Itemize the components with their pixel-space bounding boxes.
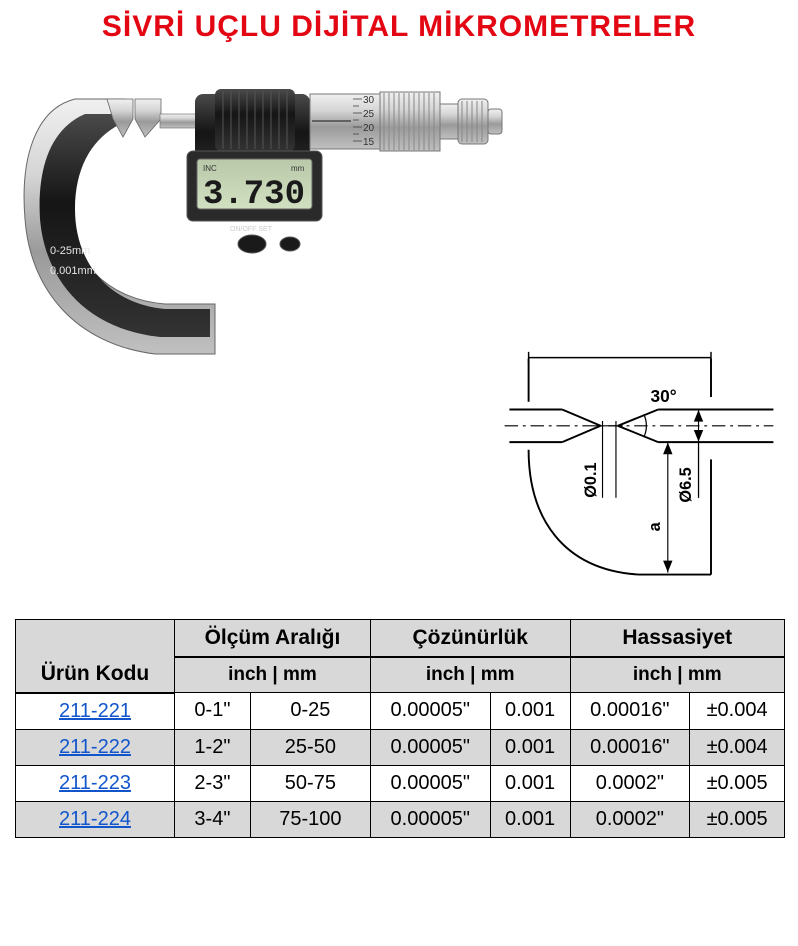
table-cell: 0.001 bbox=[490, 729, 570, 765]
micrometer-image: 30 25 20 15 bbox=[15, 59, 515, 369]
table-cell: ±0.005 bbox=[690, 801, 785, 837]
product-code-link[interactable]: 211-221 bbox=[59, 700, 131, 722]
table-row: 211-222 1-2"25-500.00005"0.0010.00016"±0.… bbox=[16, 729, 785, 765]
table-cell: 0.00005" bbox=[370, 693, 490, 730]
table-cell: ±0.005 bbox=[690, 765, 785, 801]
table-cell: 25-50 bbox=[250, 729, 370, 765]
table-cell: 2-3" bbox=[175, 765, 251, 801]
table-row: 211-223 2-3"50-750.00005"0.0010.0002"±0.0… bbox=[16, 765, 785, 801]
spec-table: Ürün Kodu Ölçüm Aralığı Çözünürlük Hassa… bbox=[15, 619, 785, 838]
dia-shaft-label: Ø6.5 bbox=[677, 467, 695, 502]
col-resolution: Çözünürlük bbox=[370, 620, 570, 658]
svg-text:®: ® bbox=[201, 258, 207, 266]
dial-number: 15 bbox=[363, 137, 375, 148]
dial-number: 30 bbox=[363, 95, 375, 106]
table-cell: 0.00005" bbox=[370, 765, 490, 801]
sub-accuracy: inch | mm bbox=[570, 657, 784, 693]
product-code-link[interactable]: 211-224 bbox=[59, 808, 131, 830]
table-row: 211-224 3-4"75-1000.00005"0.0010.0002"±0.… bbox=[16, 801, 785, 837]
table-cell: 0.001 bbox=[490, 801, 570, 837]
table-cell: 0.001 bbox=[490, 693, 570, 730]
image-row: 30 25 20 15 bbox=[15, 59, 783, 599]
angle-label: 30° bbox=[651, 386, 677, 406]
table-cell: 3-4" bbox=[175, 801, 251, 837]
product-code-link[interactable]: 211-223 bbox=[59, 772, 131, 794]
lcd-inc-label: INC bbox=[203, 164, 217, 173]
table-cell: 0.00016" bbox=[570, 729, 690, 765]
dim-a-label: a bbox=[646, 521, 664, 531]
table-cell: 0.00016" bbox=[570, 693, 690, 730]
table-cell: 75-100 bbox=[250, 801, 370, 837]
brand-label: TRESNA bbox=[110, 252, 198, 274]
table-cell: 50-75 bbox=[250, 765, 370, 801]
table-cell: 0.0002" bbox=[570, 801, 690, 837]
col-accuracy: Hassasiyet bbox=[570, 620, 784, 658]
onoff-label: ON/OFF SET bbox=[230, 226, 273, 233]
resolution-label: 0.001mm bbox=[50, 265, 96, 277]
table-cell: 0-25 bbox=[250, 693, 370, 730]
col-product-code: Ürün Kodu bbox=[16, 620, 175, 693]
table-cell: 0-1" bbox=[175, 693, 251, 730]
dial-number: 20 bbox=[363, 123, 375, 134]
table-cell: 0.00005" bbox=[370, 729, 490, 765]
table-cell: ±0.004 bbox=[690, 729, 785, 765]
sub-resolution: inch | mm bbox=[370, 657, 570, 693]
sub-range: inch | mm bbox=[175, 657, 371, 693]
table-cell: 0.001 bbox=[490, 765, 570, 801]
table-row: 211-221 0-1"0-250.00005"0.0010.00016"±0.0… bbox=[16, 693, 785, 730]
table-cell: 0.0002" bbox=[570, 765, 690, 801]
dial-number: 25 bbox=[363, 109, 375, 120]
lcd-value: 3.730 bbox=[203, 176, 305, 214]
col-range: Ölçüm Aralığı bbox=[175, 620, 371, 658]
product-code-link[interactable]: 211-222 bbox=[59, 736, 131, 758]
table-cell: 1-2" bbox=[175, 729, 251, 765]
range-label: 0-25mm bbox=[50, 245, 90, 257]
table-cell: 0.00005" bbox=[370, 801, 490, 837]
page-title: SİVRİ UÇLU DİJİTAL MİKROMETRELER bbox=[15, 10, 783, 44]
table-cell: ±0.004 bbox=[690, 693, 785, 730]
dia-tip-label: Ø0.1 bbox=[582, 462, 600, 497]
tip-diagram: 30° Ø0.1 a Ø6.5 bbox=[495, 339, 783, 599]
lcd-mm-label: mm bbox=[291, 164, 305, 173]
